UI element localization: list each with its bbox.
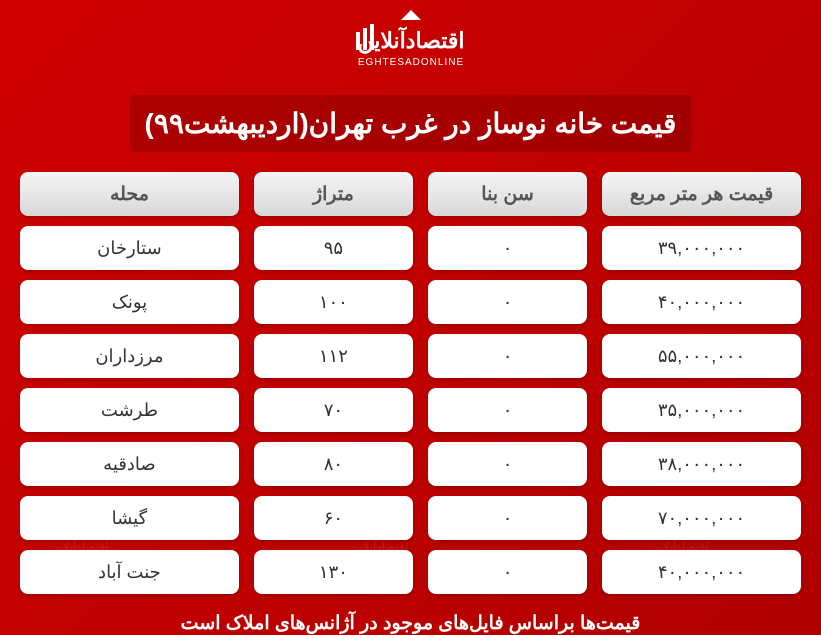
header-neighborhood: محله [20, 172, 239, 216]
cell-price: ۴۰,۰۰۰,۰۰۰ [602, 280, 801, 324]
cell-price: ۴۰,۰۰۰,۰۰۰ [602, 550, 801, 594]
logo-text-en: EGHTESADONLINE [357, 57, 463, 68]
cell-price: ۳۸,۰۰۰,۰۰۰ [602, 442, 801, 486]
logo-area: اقتصادآنلاین EGHTESADONLINE [0, 0, 821, 85]
cell-area: ۷۰ [254, 388, 413, 432]
page-title: قیمت خانه نوساز در غرب تهران(اردیبهشت۹۹) [130, 95, 691, 152]
cell-price: ۷۰,۰۰۰,۰۰۰ [602, 496, 801, 540]
table-row: گیشا ۶۰ ۰ ۷۰,۰۰۰,۰۰۰ [20, 496, 801, 540]
cell-neighborhood: مرزداران [20, 334, 239, 378]
cell-neighborhood: طرشت [20, 388, 239, 432]
cell-age: ۰ [428, 388, 587, 432]
table-row: صادقیه ۸۰ ۰ ۳۸,۰۰۰,۰۰۰ [20, 442, 801, 486]
cell-neighborhood: صادقیه [20, 442, 239, 486]
logo-text-fa: اقتصادآنلاین [357, 26, 464, 54]
cell-area: ۸۰ [254, 442, 413, 486]
cell-price: ۳۹,۰۰۰,۰۰۰ [602, 226, 801, 270]
cell-price: ۵۵,۰۰۰,۰۰۰ [602, 334, 801, 378]
cell-age: ۰ [428, 550, 587, 594]
cell-area: ۱۰۰ [254, 280, 413, 324]
cell-age: ۰ [428, 334, 587, 378]
table-row: ستارخان ۹۵ ۰ ۳۹,۰۰۰,۰۰۰ [20, 226, 801, 270]
cell-area: ۹۵ [254, 226, 413, 270]
cell-area: ۶۰ [254, 496, 413, 540]
cell-neighborhood: جنت آباد [20, 550, 239, 594]
price-table: محله متراژ سن بنا قیمت هر متر مربع ستارخ… [0, 172, 821, 594]
header-age: سن بنا [428, 172, 587, 216]
table-row: طرشت ۷۰ ۰ ۳۵,۰۰۰,۰۰۰ [20, 388, 801, 432]
cell-age: ۰ [428, 280, 587, 324]
header-row: محله متراژ سن بنا قیمت هر متر مربع [20, 172, 801, 216]
cell-price: ۳۵,۰۰۰,۰۰۰ [602, 388, 801, 432]
cell-neighborhood: پونک [20, 280, 239, 324]
cell-age: ۰ [428, 442, 587, 486]
cell-age: ۰ [428, 496, 587, 540]
header-price: قیمت هر متر مربع [602, 172, 801, 216]
cell-area: ۱۳۰ [254, 550, 413, 594]
cell-area: ۱۱۲ [254, 334, 413, 378]
table-row: مرزداران ۱۱۲ ۰ ۵۵,۰۰۰,۰۰۰ [20, 334, 801, 378]
cell-neighborhood: ستارخان [20, 226, 239, 270]
table-row: جنت آباد ۱۳۰ ۰ ۴۰,۰۰۰,۰۰۰ [20, 550, 801, 594]
cell-neighborhood: گیشا [20, 496, 239, 540]
logo-icon: اقتصادآنلاین EGHTESADONLINE [331, 10, 491, 70]
header-area: متراژ [254, 172, 413, 216]
table-row: پونک ۱۰۰ ۰ ۴۰,۰۰۰,۰۰۰ [20, 280, 801, 324]
footer-note: قیمت‌ها براساس فایل‌های موجود در آژانس‌ه… [0, 612, 821, 635]
cell-age: ۰ [428, 226, 587, 270]
